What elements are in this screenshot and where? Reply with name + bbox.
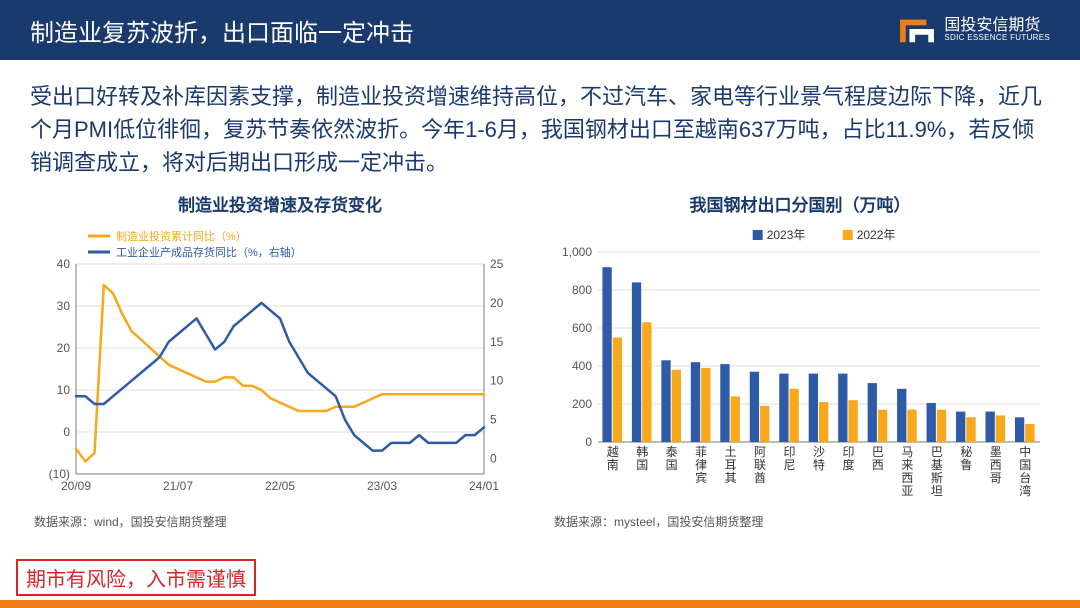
svg-text:土: 土 — [725, 445, 737, 459]
svg-text:宾: 宾 — [695, 470, 707, 485]
svg-text:20: 20 — [57, 341, 71, 355]
left-chart-title: 制造业投资增速及存货变化 — [30, 191, 530, 216]
slide: 制造业复苏波折，出口面临一定冲击 国投安信期货 SDIC ESSENCE FUT… — [0, 0, 1080, 608]
svg-text:200: 200 — [572, 397, 592, 411]
svg-text:2023年: 2023年 — [767, 228, 806, 242]
svg-text:亚: 亚 — [901, 484, 913, 498]
bottom-accent-bar — [0, 600, 1080, 608]
svg-text:沙: 沙 — [813, 445, 825, 459]
svg-text:20: 20 — [490, 296, 504, 310]
header: 制造业复苏波折，出口面临一定冲击 国投安信期货 SDIC ESSENCE FUT… — [0, 0, 1080, 60]
svg-text:阿: 阿 — [754, 445, 766, 459]
logo-mark-icon — [898, 14, 936, 46]
svg-text:工业企业产成品存货同比（%，右轴）: 工业企业产成品存货同比（%，右轴） — [116, 245, 302, 259]
svg-text:巴: 巴 — [931, 445, 943, 459]
svg-text:湾: 湾 — [1019, 483, 1031, 498]
svg-text:越: 越 — [607, 445, 619, 459]
svg-text:10: 10 — [490, 374, 504, 388]
svg-text:特: 特 — [813, 457, 825, 472]
logo-text: 国投安信期货 SDIC ESSENCE FUTURES — [944, 17, 1050, 43]
bar-chart: 02004006008001,0002023年2022年越南韩国泰国菲律宾土耳其… — [550, 222, 1050, 502]
svg-text:制造业投资累计同比（%）: 制造业投资累计同比（%） — [116, 229, 247, 243]
svg-text:马: 马 — [901, 445, 913, 459]
left-chart-panel: 制造业投资增速及存货变化 (10)010203040051015202520/0… — [30, 191, 530, 530]
svg-text:40: 40 — [57, 257, 71, 271]
svg-text:1,000: 1,000 — [562, 245, 592, 259]
risk-warning: 期市有风险，入市需谨慎 — [16, 559, 256, 596]
svg-text:0: 0 — [63, 425, 70, 439]
svg-text:国: 国 — [666, 458, 678, 472]
svg-text:耳: 耳 — [725, 458, 737, 472]
svg-text:30: 30 — [57, 299, 71, 313]
charts-row: 制造业投资增速及存货变化 (10)010203040051015202520/0… — [30, 191, 1050, 530]
svg-text:15: 15 — [490, 335, 504, 349]
svg-text:哥: 哥 — [990, 471, 1002, 485]
svg-text:23/03: 23/03 — [367, 479, 397, 493]
svg-text:22/05: 22/05 — [265, 479, 295, 493]
svg-text:400: 400 — [572, 359, 592, 373]
svg-text:24/01: 24/01 — [469, 479, 499, 493]
logo-en: SDIC ESSENCE FUTURES — [944, 34, 1050, 43]
svg-text:韩: 韩 — [636, 444, 648, 459]
svg-text:泰: 泰 — [666, 445, 678, 459]
svg-text:菲: 菲 — [695, 445, 707, 459]
summary-paragraph: 受出口好转及补库因素支撑，制造业投资增速维持高位，不过汽车、家电等行业景气程度边… — [30, 80, 1050, 179]
page-title: 制造业复苏波折，出口面临一定冲击 — [30, 13, 414, 48]
svg-text:巴: 巴 — [872, 445, 884, 459]
svg-text:墨: 墨 — [990, 445, 1002, 459]
svg-text:20/09: 20/09 — [61, 479, 91, 493]
svg-text:斯: 斯 — [931, 471, 943, 485]
footer: 期市有风险，入市需谨慎 — [0, 559, 1080, 608]
svg-text:600: 600 — [572, 321, 592, 335]
svg-text:国: 国 — [636, 458, 648, 472]
svg-text:度: 度 — [842, 457, 854, 472]
svg-text:律: 律 — [695, 458, 707, 472]
left-chart-source: 数据来源：wind，国投安信期货整理 — [30, 513, 530, 530]
logo-cn: 国投安信期货 — [944, 17, 1050, 35]
body: 受出口好转及补库因素支撑，制造业投资增速维持高位，不过汽车、家电等行业景气程度边… — [0, 60, 1080, 530]
svg-text:0: 0 — [490, 451, 497, 465]
svg-text:西: 西 — [901, 471, 913, 485]
svg-text:21/07: 21/07 — [163, 479, 193, 493]
svg-text:来: 来 — [901, 458, 913, 472]
brand-logo: 国投安信期货 SDIC ESSENCE FUTURES — [898, 14, 1050, 46]
svg-text:坦: 坦 — [931, 484, 943, 498]
svg-text:800: 800 — [572, 283, 592, 297]
svg-text:西: 西 — [990, 458, 1002, 472]
svg-text:秘: 秘 — [960, 445, 972, 459]
svg-text:西: 西 — [872, 458, 884, 472]
svg-text:国: 国 — [1019, 458, 1031, 472]
line-chart: (10)010203040051015202520/0921/0722/0523… — [30, 222, 530, 502]
svg-text:10: 10 — [57, 383, 71, 397]
svg-text:印: 印 — [842, 445, 854, 459]
svg-text:5: 5 — [490, 413, 497, 427]
svg-text:印: 印 — [784, 445, 796, 459]
svg-text:中: 中 — [1019, 444, 1031, 459]
svg-text:联: 联 — [754, 458, 766, 472]
svg-text:鲁: 鲁 — [960, 458, 972, 472]
svg-text:2022年: 2022年 — [857, 228, 896, 242]
svg-text:台: 台 — [1019, 470, 1031, 485]
svg-text:基: 基 — [931, 458, 943, 472]
right-chart-title: 我国钢材出口分国别（万吨） — [550, 191, 1050, 216]
right-chart-panel: 我国钢材出口分国别（万吨） 0 200 400 600 800 1,000 2023年 202… — [550, 191, 1050, 530]
svg-text:其: 其 — [725, 471, 737, 485]
svg-text:0: 0 — [585, 435, 592, 449]
right-chart-source: 数据来源：mysteel，国投安信期货整理 — [550, 513, 1050, 530]
svg-text:酋: 酋 — [754, 470, 766, 485]
svg-text:南: 南 — [607, 457, 619, 472]
svg-text:尼: 尼 — [784, 458, 796, 472]
svg-text:25: 25 — [490, 257, 504, 271]
